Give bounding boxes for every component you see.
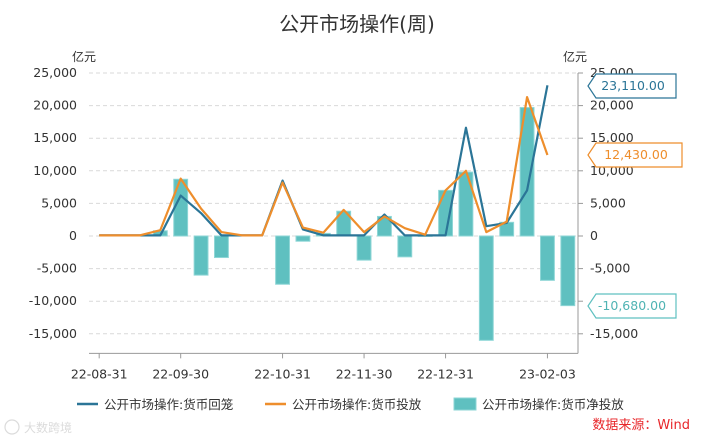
net-bar	[275, 235, 290, 285]
net-bar	[540, 235, 555, 281]
y-tick-label-right: -5,000	[590, 261, 630, 276]
callout-repo-box	[587, 73, 677, 99]
y-tick-label-left: -15,000	[29, 326, 77, 341]
x-tick-label: 22-11-30	[336, 366, 393, 381]
y-tick-label-left: 15,000	[33, 130, 77, 145]
line-repo	[99, 85, 549, 237]
y-tick-label-left: 5,000	[41, 195, 77, 210]
callout-net: -10,680.00	[587, 293, 677, 319]
line-injection	[99, 96, 549, 237]
callout-injection-box	[587, 142, 683, 168]
x-tick-label: 22-09-30	[152, 366, 209, 381]
net-bar	[560, 235, 576, 307]
legend-item-net[interactable]: 公开市场操作:货币净投放	[453, 397, 624, 412]
net-bar	[214, 235, 229, 259]
y-tick-label-left: 25,000	[33, 65, 77, 80]
legend: 公开市场操作:货币回笼 公开市场操作:货币投放 公开市场操作:货币净投放	[77, 397, 624, 412]
y-tick-label-right: 5,000	[590, 195, 626, 210]
net-bar	[519, 107, 535, 237]
callout-injection-value: 12,430.00	[604, 147, 668, 162]
x-axis: 22-08-31 22-09-30 22-10-31 22-11-30 22-12-31…	[71, 352, 578, 381]
y-tick-label-right: 0	[590, 228, 598, 243]
grid-lines	[89, 72, 578, 335]
legend-item-injection[interactable]: 公开市场操作:货币投放	[265, 397, 422, 412]
watermark: 大数跨境	[4, 419, 72, 435]
legend-label-net: 公开市场操作:货币净投放	[482, 397, 624, 412]
y-tick-label-left: -5,000	[37, 261, 77, 276]
callout-net-value: -10,680.00	[598, 298, 666, 313]
y-tick-label-right: 15,000	[590, 130, 634, 145]
net-bar	[173, 178, 189, 237]
legend-label-injection: 公开市场操作:货币投放	[292, 397, 422, 412]
callout-repo: 23,110.00	[587, 73, 677, 99]
y-axis-right: -15,000-10,000-5,00005,00010,00015,00020…	[577, 65, 638, 354]
legend-swatch-net	[453, 397, 477, 411]
y-tick-label-left: 20,000	[33, 98, 77, 113]
legend-label-repo: 公开市场操作:货币回笼	[104, 397, 233, 412]
y-axis-left: -15,000 -10,000 -5,000 0 5,000 10,000 15,000 20…	[29, 65, 77, 341]
legend-item-repo[interactable]: 公开市场操作:货币回笼	[77, 397, 233, 412]
watermark-logo-icon	[4, 419, 20, 435]
y-tick-label-left: 10,000	[33, 163, 77, 178]
y-tick-label-left: 0	[69, 228, 77, 243]
y-tick-label-right: 20,000	[590, 98, 634, 113]
callout-injection: 12,430.00	[587, 142, 683, 168]
series-lines	[99, 85, 549, 237]
net-bars	[152, 107, 576, 341]
net-bar	[193, 235, 209, 276]
data-source-label: 数据来源：Wind	[592, 418, 690, 433]
net-bar	[295, 235, 311, 242]
x-tick-label: 22-12-31	[417, 366, 474, 381]
callout-net-box	[587, 293, 677, 319]
y-axis-unit-right: 亿元	[563, 49, 587, 64]
callout-repo-value: 23,110.00	[601, 78, 665, 93]
net-bar	[478, 235, 494, 341]
y-axis-unit-left: 亿元	[72, 49, 96, 64]
net-bar	[397, 235, 413, 258]
x-tick-label: 23-02-03	[519, 366, 576, 381]
y-tick-label-right: -15,000	[590, 326, 638, 341]
x-tick-label: 22-10-31	[254, 366, 311, 381]
net-bar	[458, 171, 474, 237]
watermark-text: 大数跨境	[24, 420, 72, 435]
chart-title: 公开市场操作(周)	[279, 12, 435, 36]
y-tick-label-left: -10,000	[29, 293, 77, 308]
net-bar	[356, 235, 372, 261]
x-tick-label: 22-08-31	[71, 366, 128, 381]
